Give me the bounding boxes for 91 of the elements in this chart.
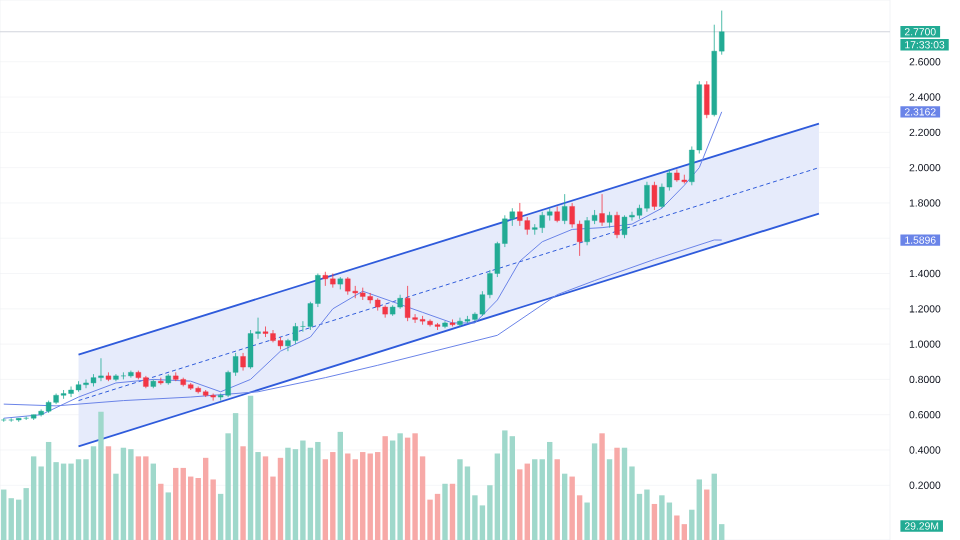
bar [711,473,717,540]
bar [60,463,67,540]
bar [292,449,299,540]
bar [614,447,620,540]
bar [307,447,314,540]
bar [547,441,553,540]
bar [502,430,508,540]
candlestick [457,317,463,327]
bar [345,453,351,540]
candlestick [562,193,568,225]
bar [120,447,127,540]
bar [442,483,448,540]
candlestick [404,285,411,322]
candlestick [621,214,628,239]
bar [621,447,628,540]
bar [150,463,157,540]
bar [591,443,598,540]
bar [666,502,673,540]
bar [285,447,291,540]
candlestick [532,223,538,236]
bar [389,440,396,540]
bar [45,441,52,540]
bar [8,498,14,540]
bar [300,440,306,540]
bar [397,433,403,540]
bar [449,483,456,540]
candlestick [704,80,710,119]
bar [322,459,329,540]
bar [262,456,269,540]
bar [352,459,358,540]
line-series [3,111,723,419]
bar [464,466,471,540]
candlestick [427,319,433,327]
bar [360,452,366,540]
bar [165,492,171,540]
bar [240,446,246,540]
bar [128,449,134,540]
bar [30,456,37,540]
bar [404,437,411,540]
bar [315,441,321,540]
bar [644,489,650,540]
bar [434,493,441,540]
bar [554,459,560,540]
bar [532,459,538,540]
candlestick [539,211,545,234]
bar [659,495,665,540]
bar [606,459,613,540]
bar [367,453,373,540]
candlestick [98,357,104,382]
bar [696,479,702,540]
bar [232,413,239,540]
bar [651,503,658,540]
bar [599,433,605,540]
bar [143,456,149,540]
candlestick [322,271,328,287]
candlestick [262,326,269,338]
bar [561,473,568,540]
candlestick [584,216,590,246]
bar [457,459,463,540]
bar [509,436,516,540]
bar [68,463,74,540]
bar [382,436,388,540]
bar [412,433,418,540]
bar [524,463,530,540]
candlestick [517,202,523,227]
candlestick [651,181,658,211]
bar [704,489,710,540]
bar [569,476,575,540]
bar [247,395,254,540]
bar [135,456,142,540]
bar [158,483,164,540]
candlestick [352,285,358,299]
bar [330,452,336,540]
bar [98,411,104,540]
bar [180,467,186,540]
bar [173,467,179,540]
bar [75,459,82,540]
candlestick [644,181,650,213]
candlestick [614,211,620,239]
bar [105,446,112,540]
bar [674,515,680,540]
bar [202,457,209,540]
candlestick [292,322,299,345]
bar [188,476,194,540]
candlestick [38,409,44,417]
bar [517,469,523,540]
bar [1,489,7,540]
candlestick [599,193,605,227]
bar [277,457,284,540]
bar [337,431,343,540]
candlestick [68,386,74,398]
